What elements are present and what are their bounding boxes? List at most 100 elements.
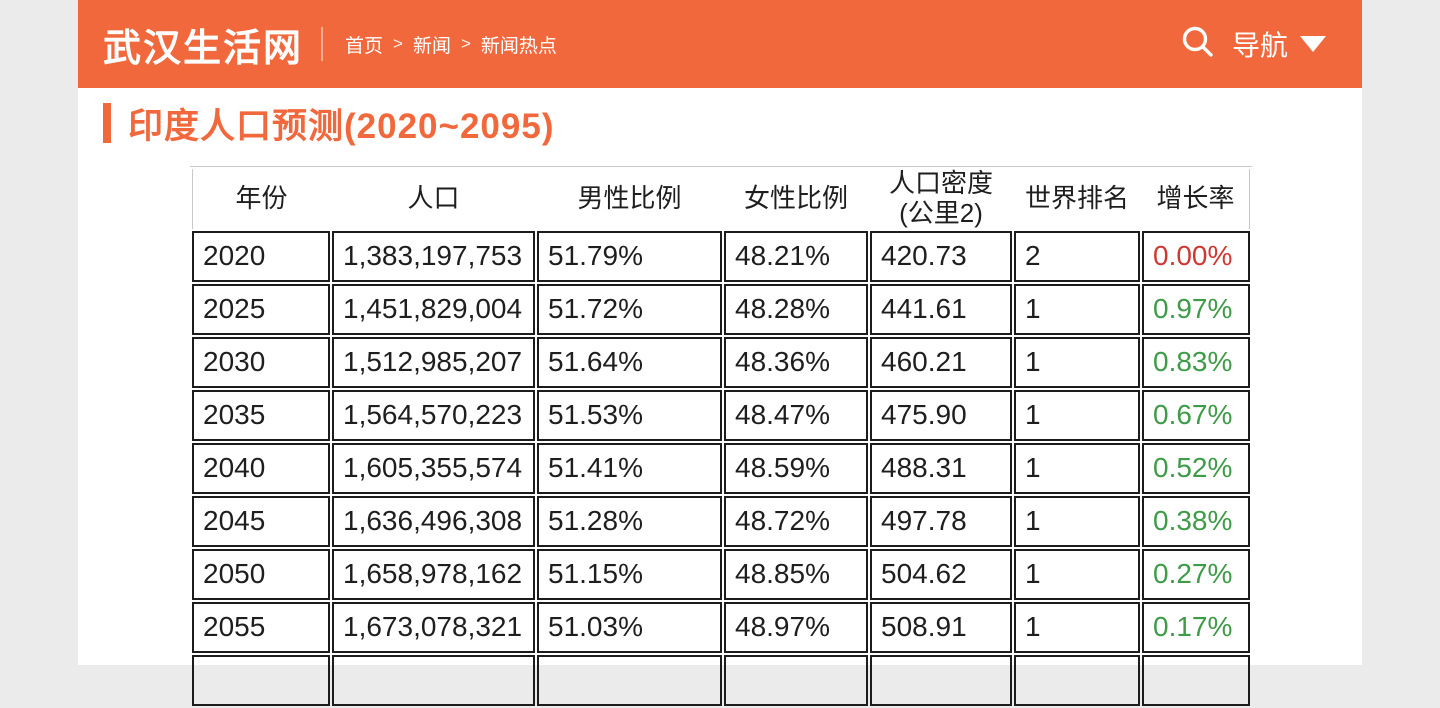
table-row-partial <box>192 654 1250 706</box>
cell-year: 2055 <box>192 601 330 653</box>
cell-year: 2025 <box>192 283 330 335</box>
cell-population: 1,636,496,308 <box>332 495 535 547</box>
search-button[interactable] <box>1180 24 1216 65</box>
cell-growth <box>1142 654 1250 706</box>
cell-density: 475.90 <box>870 389 1012 441</box>
cell-female: 48.97% <box>724 601 868 653</box>
col-header-growth: 增长率 <box>1142 169 1250 229</box>
table-row: 2055 1,673,078,321 51.03% 48.97% 508.91 1 0.17… <box>192 601 1250 653</box>
breadcrumb-link-0[interactable]: 首页 <box>345 35 384 57</box>
cell-growth: 0.17% <box>1142 601 1250 653</box>
col-header-male: 男性比例 <box>577 182 682 213</box>
cell-year: 2040 <box>192 442 330 494</box>
site-header: 武汉生活网 首页 > 新闻 > 新闻热点 导航 <box>78 0 1362 88</box>
cell-female: 48.36% <box>724 336 868 388</box>
table-row: 2035 1,564,570,223 51.53% 48.47% 475.90 1 0.67… <box>192 389 1250 441</box>
population-table-wrap: 年份 人口 男性比例 女性比例 人口密度 (公里2) 世界排名 增长率 2020… <box>190 166 1362 708</box>
cell-density: 488.31 <box>870 442 1012 494</box>
table-row: 2030 1,512,985,207 51.64% 48.36% 460.21 1 0.83… <box>192 336 1250 388</box>
cell-population: 1,673,078,321 <box>332 601 535 653</box>
cell-year <box>192 654 330 706</box>
table-header-row: 年份 人口 男性比例 女性比例 人口密度 (公里2) 世界排名 增长率 <box>192 168 1250 229</box>
cell-population <box>332 654 535 706</box>
cell-male: 51.64% <box>537 336 722 388</box>
title-row: 印度人口预测(2020~2095) <box>78 88 1362 146</box>
cell-rank: 2 <box>1014 230 1140 282</box>
col-header-female: 女性比例 <box>743 182 848 213</box>
cell-rank: 1 <box>1014 495 1140 547</box>
site-logo[interactable]: 武汉生活网 <box>103 27 304 70</box>
cell-male: 51.03% <box>537 601 722 653</box>
cell-male <box>537 654 722 706</box>
cell-growth: 0.83% <box>1142 336 1250 388</box>
cell-density: 497.78 <box>870 495 1012 547</box>
cell-year: 2020 <box>192 230 330 282</box>
cell-growth: 0.97% <box>1142 283 1250 335</box>
cell-male: 51.53% <box>537 389 722 441</box>
page: 武汉生活网 首页 > 新闻 > 新闻热点 导航 印度人口预测(2020~2095) <box>78 0 1362 706</box>
cell-rank: 1 <box>1014 548 1140 600</box>
cell-rank: 1 <box>1014 389 1140 441</box>
cell-growth: 0.00% <box>1142 230 1250 282</box>
cell-year: 2035 <box>192 389 330 441</box>
breadcrumb-link-2[interactable]: 新闻热点 <box>480 35 557 57</box>
cell-population: 1,658,978,162 <box>332 548 535 600</box>
cell-female: 48.59% <box>724 442 868 494</box>
cell-growth: 0.67% <box>1142 389 1250 441</box>
title-accent-bar <box>103 103 111 143</box>
nav-menu-button[interactable]: 导航 <box>1232 24 1326 64</box>
table-row: 2020 1,383,197,753 51.79% 48.21% 420.73 2 0.00… <box>192 230 1250 282</box>
cell-population: 1,383,197,753 <box>332 230 535 282</box>
population-table: 年份 人口 男性比例 女性比例 人口密度 (公里2) 世界排名 增长率 2020… <box>190 166 1252 708</box>
cell-growth: 0.52% <box>1142 442 1250 494</box>
cell-population: 1,512,985,207 <box>332 336 535 388</box>
cell-density: 441.61 <box>870 283 1012 335</box>
cell-population: 1,564,570,223 <box>332 389 535 441</box>
table-row: 2025 1,451,829,004 51.72% 48.28% 441.61 1 0.97… <box>192 283 1250 335</box>
table-row: 2045 1,636,496,308 51.28% 48.72% 497.78 1 0.38… <box>192 495 1250 547</box>
cell-density <box>870 654 1012 706</box>
cell-male: 51.79% <box>537 230 722 282</box>
table-row: 2040 1,605,355,574 51.41% 48.59% 488.31 1 0.52… <box>192 442 1250 494</box>
cell-year: 2045 <box>192 495 330 547</box>
cell-male: 51.72% <box>537 283 722 335</box>
cell-year: 2050 <box>192 548 330 600</box>
col-header-density: 人口密度 (公里2) <box>888 168 993 228</box>
cell-rank: 1 <box>1014 283 1140 335</box>
cell-female <box>724 654 868 706</box>
table-row: 2050 1,658,978,162 51.15% 48.85% 504.62 1 0.27… <box>192 548 1250 600</box>
cell-density: 460.21 <box>870 336 1012 388</box>
cell-density: 504.62 <box>870 548 1012 600</box>
cell-rank: 1 <box>1014 336 1140 388</box>
cell-female: 48.21% <box>724 230 868 282</box>
breadcrumb: 首页 > 新闻 > 新闻热点 <box>345 31 557 58</box>
cell-female: 48.85% <box>724 548 868 600</box>
search-icon <box>1180 24 1216 65</box>
cell-rank <box>1014 654 1140 706</box>
col-header-population: 人口 <box>407 182 460 213</box>
breadcrumb-separator: > <box>460 34 471 53</box>
cell-growth: 0.27% <box>1142 548 1250 600</box>
breadcrumb-link-1[interactable]: 新闻 <box>412 35 451 57</box>
cell-female: 48.28% <box>724 283 868 335</box>
breadcrumb-separator: > <box>393 34 403 53</box>
chevron-down-icon <box>1300 36 1326 52</box>
cell-density: 420.73 <box>870 230 1012 282</box>
header-actions: 导航 <box>1180 24 1326 65</box>
cell-male: 51.41% <box>537 442 722 494</box>
cell-density: 508.91 <box>870 601 1012 653</box>
cell-female: 48.72% <box>724 495 868 547</box>
cell-rank: 1 <box>1014 442 1140 494</box>
col-header-year: 年份 <box>192 169 330 229</box>
cell-rank: 1 <box>1014 601 1140 653</box>
nav-menu-label: 导航 <box>1231 30 1288 61</box>
cell-population: 1,605,355,574 <box>332 442 535 494</box>
cell-female: 48.47% <box>724 389 868 441</box>
cell-male: 51.28% <box>537 495 722 547</box>
header-divider <box>321 27 324 61</box>
cell-population: 1,451,829,004 <box>332 283 535 335</box>
cell-male: 51.15% <box>537 548 722 600</box>
col-header-rank: 世界排名 <box>1024 182 1129 213</box>
page-title: 印度人口预测(2020~2095) <box>128 106 555 146</box>
cell-year: 2030 <box>192 336 330 388</box>
